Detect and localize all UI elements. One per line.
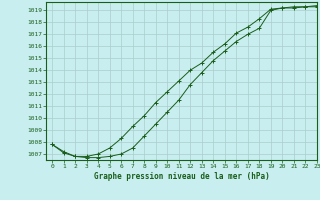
X-axis label: Graphe pression niveau de la mer (hPa): Graphe pression niveau de la mer (hPa): [94, 172, 269, 181]
